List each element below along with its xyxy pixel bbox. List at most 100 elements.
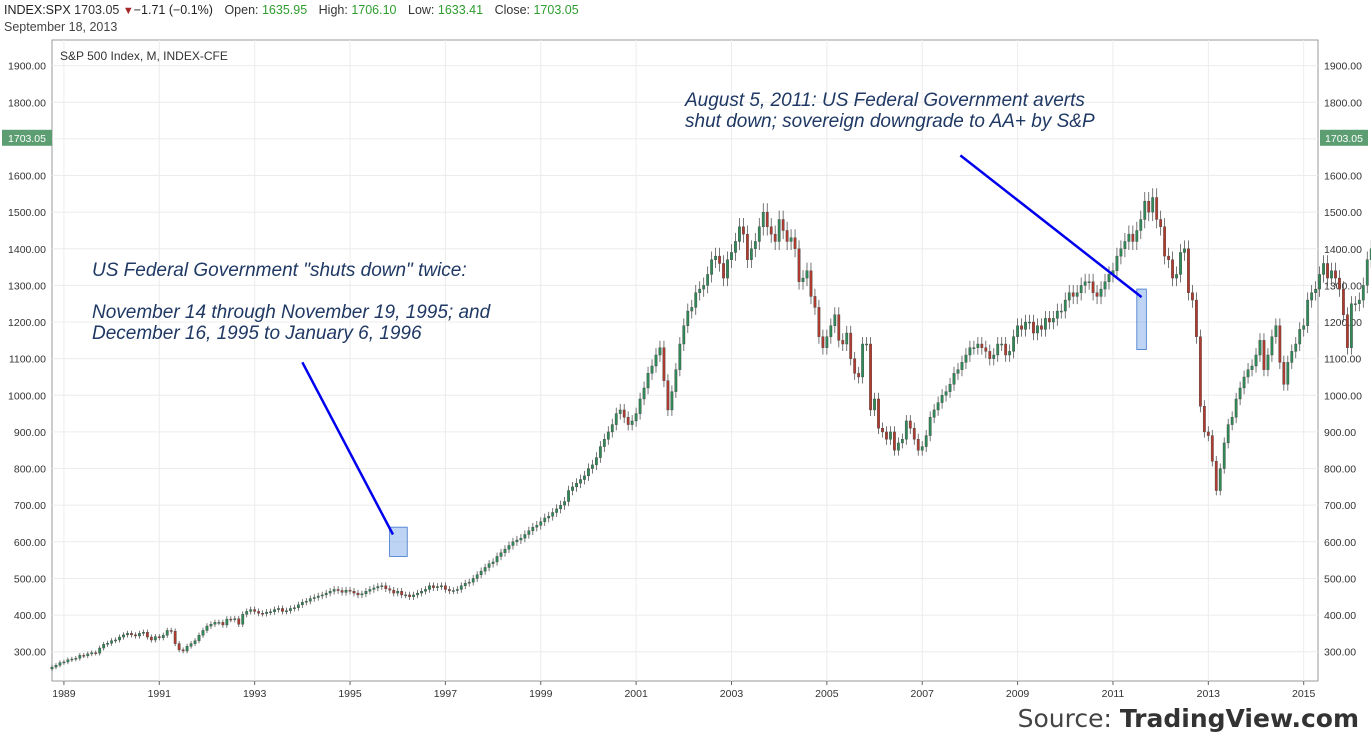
candle-body	[523, 534, 527, 539]
candle-body	[984, 347, 988, 352]
candle-body	[1270, 336, 1274, 356]
candle-body	[1087, 281, 1091, 283]
price-tag-left	[2, 129, 52, 146]
x-tick-label: 1995	[338, 688, 362, 700]
candle-body	[575, 483, 578, 488]
y-tick-label-left: 1500.00	[8, 207, 46, 219]
candle-body	[960, 362, 964, 370]
candle-body	[714, 255, 717, 260]
candle-body	[650, 365, 654, 374]
open-value: 1635.95	[261, 3, 308, 17]
candle-body	[245, 611, 249, 615]
candle-body	[78, 655, 82, 659]
candle-body	[817, 307, 821, 337]
candle-body	[126, 633, 129, 636]
candle-body	[555, 508, 559, 513]
annotation-arrow-line	[301, 361, 395, 536]
candle-body	[602, 439, 606, 447]
candle-body	[706, 274, 710, 286]
candle-body	[269, 611, 272, 613]
candle-body	[837, 314, 841, 341]
annotation-texts: US Federal Government "shuts down" twice…	[92, 90, 1095, 344]
candle-body	[332, 589, 336, 592]
candle-body	[118, 636, 121, 641]
candle-body	[757, 226, 761, 242]
x-tick-label: 2009	[1006, 688, 1030, 700]
candle-body	[571, 486, 574, 491]
candle-body	[360, 593, 364, 596]
candle-body	[559, 504, 563, 510]
highlight-box	[389, 526, 408, 557]
candle-body	[138, 633, 141, 637]
candle-body	[829, 325, 833, 337]
candle-body	[463, 583, 467, 586]
candle-body	[511, 541, 515, 546]
candle-body	[869, 343, 872, 411]
y-tick-label-right: 1000.00	[1324, 390, 1362, 402]
candle-body	[904, 420, 908, 440]
candle-body	[1123, 241, 1127, 249]
candle-body	[1238, 387, 1242, 400]
candle-body	[1198, 336, 1202, 407]
candle-body	[312, 597, 316, 599]
candle-body	[742, 226, 745, 235]
candle-body	[396, 591, 400, 594]
candle-body	[352, 591, 356, 594]
candle-body	[761, 211, 765, 228]
candle-body	[1191, 292, 1194, 301]
candle-body	[1222, 442, 1226, 469]
y-tick-label-left: 400.00	[14, 610, 46, 622]
candle-body	[956, 369, 960, 374]
candle-body	[308, 598, 312, 602]
candle-body	[646, 373, 650, 389]
candle-body	[849, 332, 853, 359]
candle-body	[416, 592, 419, 596]
candle-body	[114, 639, 117, 642]
candle-body	[857, 373, 861, 378]
candle-body	[594, 457, 598, 466]
y-tick-label-left: 500.00	[14, 573, 46, 585]
candle-body	[936, 402, 940, 411]
candle-body	[277, 608, 280, 610]
candle-body	[781, 219, 785, 231]
candle-body	[1361, 285, 1365, 301]
y-tick-label-right: 900.00	[1324, 427, 1356, 439]
y-tick-label-right: 1600.00	[1324, 171, 1362, 183]
y-tick-label-left: 1400.00	[8, 244, 46, 256]
source-credit: Source: TradingView.com	[1018, 704, 1359, 733]
candle-body	[320, 594, 324, 597]
y-tick-label-right: 300.00	[1324, 647, 1356, 659]
candle-body	[1346, 314, 1349, 348]
candle-body	[972, 347, 976, 349]
candle-body	[587, 468, 590, 477]
candle-body	[1083, 281, 1087, 286]
candle-body	[734, 241, 737, 253]
candle-body	[785, 230, 789, 242]
candle-body	[229, 618, 233, 621]
source-prefix: Source:	[1017, 704, 1120, 733]
candle-body	[185, 646, 189, 652]
annotation-line: August 5, 2011: US Federal Government av…	[684, 90, 1085, 111]
candle-body	[348, 589, 352, 592]
highlight-boxes	[389, 288, 1147, 557]
candle-body	[1218, 468, 1222, 491]
candle-body	[1143, 200, 1147, 220]
candle-body	[988, 351, 992, 359]
candle-body	[678, 343, 682, 370]
y-tick-label-left: 1300.00	[8, 280, 46, 292]
candle-body	[912, 428, 916, 440]
candle-body	[336, 589, 340, 591]
candle-body	[1314, 288, 1318, 293]
candle-body	[503, 548, 507, 554]
y-tick-label-left: 700.00	[14, 500, 46, 512]
y-tick-label-left: 600.00	[14, 537, 46, 549]
candle-body	[797, 248, 801, 282]
candle-body	[920, 446, 924, 451]
x-tick-label: 1989	[52, 688, 76, 700]
candle-body	[66, 659, 70, 663]
x-tick-label: 2001	[624, 688, 648, 700]
candle-body	[1183, 248, 1186, 253]
candle-body	[861, 343, 865, 378]
annotation-text: US Federal Government "shuts down" twice…	[92, 260, 492, 344]
candle-body	[626, 417, 630, 425]
